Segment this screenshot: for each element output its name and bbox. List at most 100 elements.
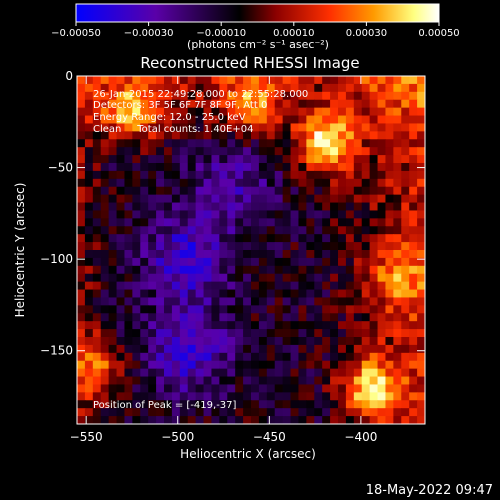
heatmap-cell — [211, 344, 220, 354]
heatmap-cell — [393, 368, 402, 378]
heatmap-cell — [345, 329, 355, 338]
heatmap-cell — [409, 360, 418, 370]
heatmap-cell — [108, 408, 118, 417]
heatmap-cell — [195, 186, 205, 196]
heatmap-cell — [298, 344, 307, 354]
heatmap-cell — [258, 178, 268, 188]
heatmap-cell — [211, 360, 220, 370]
heatmap-cell — [108, 352, 118, 362]
heatmap-cell — [77, 416, 86, 424]
heatmap-cell — [258, 337, 268, 346]
heatmap-cell — [385, 194, 394, 204]
heatmap-cell — [148, 186, 157, 196]
heatmap-cell — [345, 376, 355, 386]
heatmap-cell — [393, 218, 402, 227]
heatmap-cell — [124, 170, 133, 180]
heatmap-cell — [322, 257, 331, 267]
heatmap-cell — [219, 289, 228, 299]
heatmap-cell — [77, 76, 86, 85]
heatmap-cell — [393, 329, 402, 338]
heatmap-cell — [385, 155, 394, 164]
heatmap-cell — [140, 226, 149, 235]
heatmap-cell — [369, 147, 379, 156]
heatmap-cell — [369, 107, 379, 117]
heatmap-cell — [314, 368, 323, 378]
heatmap-cell — [108, 313, 118, 322]
heatmap-cell — [124, 297, 133, 306]
y-tick-label: −150 — [40, 344, 73, 358]
heatmap-cell — [219, 384, 228, 393]
heatmap-cell — [385, 202, 394, 212]
heatmap-cell — [77, 384, 86, 393]
heatmap-cell — [179, 170, 189, 180]
heatmap-cell — [417, 384, 425, 393]
heatmap-cell — [77, 321, 86, 330]
heatmap-cell — [132, 147, 141, 156]
heatmap-cell — [179, 186, 189, 196]
heatmap-cell — [353, 163, 363, 172]
heatmap-cell — [330, 123, 339, 132]
heatmap-cell — [235, 376, 244, 386]
heatmap-cell — [108, 234, 118, 243]
heatmap-cell — [164, 376, 173, 386]
heatmap-cell — [290, 115, 300, 125]
heatmap-cell — [171, 368, 181, 378]
heatmap-cell — [353, 115, 363, 125]
heatmap-cell — [211, 131, 220, 140]
heatmap-cell — [100, 273, 110, 283]
heatmap-cell — [338, 178, 347, 188]
heatmap-cell — [251, 115, 260, 125]
heatmap-cell — [195, 416, 205, 424]
heatmap-cell — [401, 99, 410, 109]
heatmap-cell — [401, 321, 410, 330]
heatmap-cell — [219, 368, 228, 378]
heatmap-cell — [330, 392, 339, 401]
heatmap-cell — [187, 392, 197, 401]
heatmap-cell — [393, 202, 402, 212]
heatmap-cell — [258, 329, 268, 338]
heatmap-cell — [156, 115, 165, 125]
heatmap-cell — [148, 408, 157, 417]
heatmap-cell — [274, 392, 284, 401]
heatmap-cell — [251, 194, 260, 204]
heatmap-cell — [306, 329, 315, 338]
heatmap-cell — [361, 416, 371, 424]
annotation-peak-position: Position of Peak = [-419,-37] — [93, 400, 237, 411]
heatmap-cell — [306, 337, 315, 346]
heatmap-cell — [385, 186, 394, 196]
heatmap-cell — [377, 226, 387, 235]
heatmap-cell — [84, 147, 94, 156]
heatmap-cell — [77, 273, 86, 283]
heatmap-cell — [401, 210, 410, 219]
heatmap-cell — [156, 352, 165, 362]
heatmap-cell — [179, 194, 189, 204]
heatmap-cell — [258, 321, 268, 330]
heatmap-cell — [266, 313, 276, 322]
heatmap-cell — [314, 194, 323, 204]
heatmap-cell — [132, 131, 141, 140]
heatmap-cell — [171, 186, 181, 196]
heatmap-cell — [251, 257, 260, 267]
heatmap-cell — [124, 218, 133, 227]
heatmap-cell — [164, 218, 173, 227]
heatmap-cell — [179, 131, 189, 140]
heatmap-cell — [116, 321, 126, 330]
heatmap-cell — [306, 344, 315, 354]
heatmap-cell — [124, 329, 133, 338]
heatmap-cell — [393, 313, 402, 322]
heatmap-cell — [274, 344, 284, 354]
heatmap-cell — [219, 313, 228, 322]
heatmap-cell — [393, 139, 402, 148]
heatmap-cell — [84, 313, 94, 322]
heatmap-cell — [92, 289, 102, 299]
heatmap-cell — [195, 305, 205, 314]
heatmap-cell — [195, 139, 205, 148]
heatmap-cell — [179, 163, 189, 172]
heatmap-cell — [140, 107, 149, 117]
heatmap-cell — [345, 178, 355, 188]
heatmap-cell — [148, 337, 157, 346]
heatmap-cell — [393, 337, 402, 346]
heatmap-cell — [171, 321, 181, 330]
heatmap-cell — [377, 139, 387, 148]
heatmap-cell — [108, 99, 118, 109]
